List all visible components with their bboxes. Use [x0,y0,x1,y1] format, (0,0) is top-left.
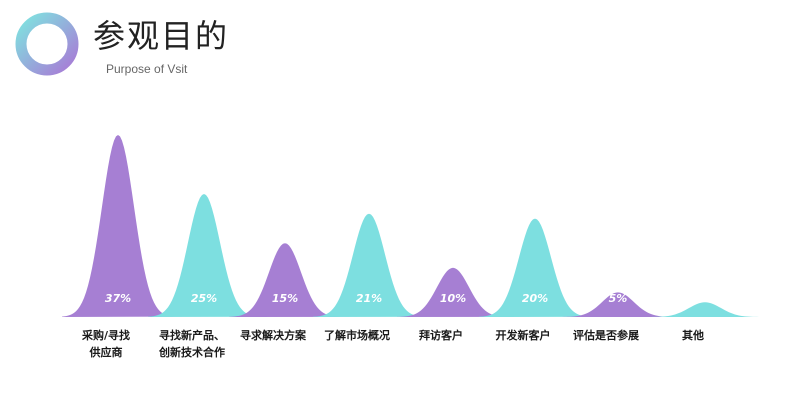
value-label-4: 21% [356,292,382,305]
category-label-5-line-1: 拜访客户 [419,328,463,342]
page-subtitle: Purpose of Vsit [106,62,188,76]
value-label-8: 3% [696,292,715,305]
page-title: 参观目的 [93,17,230,55]
category-label-4-line-1: 了解市场概况 [324,328,390,342]
peak-7 [562,292,674,317]
value-label-5: 10% [440,292,466,305]
category-label-2-line-2: 创新技术合作 [158,345,225,359]
value-label-7: 5% [609,292,628,305]
logo-ring-icon [15,12,79,76]
peak-3 [229,243,341,317]
peak-8 [649,302,761,317]
peak-4 [313,213,425,317]
category-label-1-line-2: 供应商 [89,345,123,359]
value-label-1: 37% [105,292,131,305]
peak-6 [479,218,591,317]
category-label-8-line-1: 其他 [682,328,704,342]
category-label-1-line-1: 采购/寻找 [81,328,130,342]
category-label-6-line-1: 开发新客户 [496,328,551,342]
peak-5 [397,267,509,317]
value-label-6: 20% [522,292,548,305]
peak-1 [62,135,174,317]
category-label-7-line-1: 评估是否参展 [573,328,640,342]
category-label-3-line-1: 寻求解决方案 [240,328,307,342]
category-label-2-line-1: 寻找新产品、 [159,328,225,342]
value-label-3: 15% [272,292,298,305]
value-label-2: 25% [191,292,217,305]
peak-2 [148,194,260,317]
